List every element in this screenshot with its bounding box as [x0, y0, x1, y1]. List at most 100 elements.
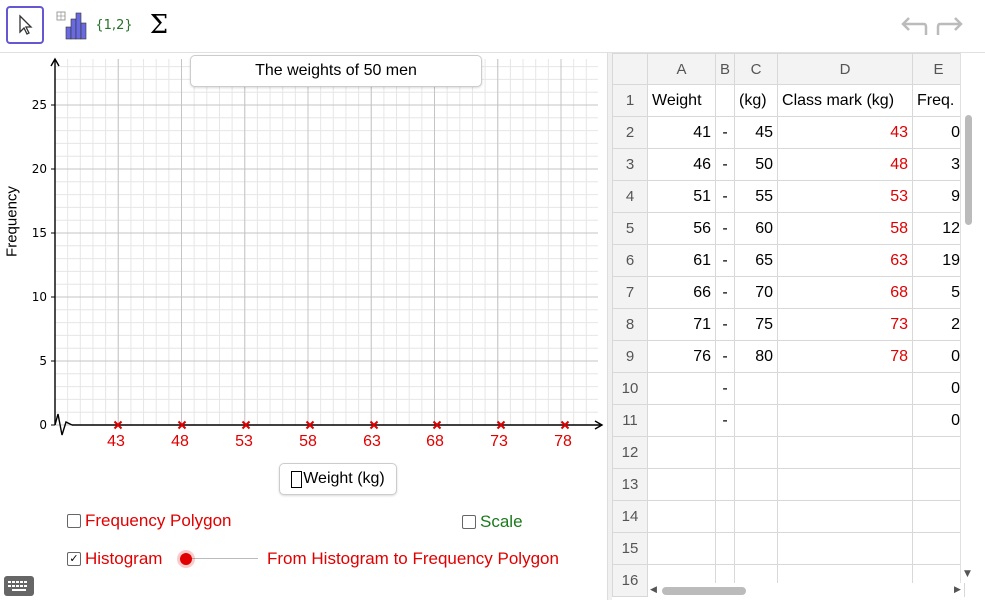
- cell-b-11[interactable]: -: [714, 404, 736, 437]
- cell-a-5[interactable]: 56: [647, 212, 716, 245]
- cell-c-12[interactable]: [734, 436, 779, 469]
- row-header[interactable]: 6: [612, 244, 648, 277]
- row-header[interactable]: 4: [612, 180, 648, 213]
- cell-d-2[interactable]: 43: [777, 116, 914, 149]
- column-header-b[interactable]: B: [714, 53, 736, 85]
- cell-e-7[interactable]: 5: [912, 276, 966, 309]
- class-mark-point[interactable]: [496, 420, 506, 430]
- cell-d-6[interactable]: 63: [777, 244, 914, 277]
- cell-b-3[interactable]: -: [714, 148, 736, 181]
- class-mark-point[interactable]: [113, 420, 123, 430]
- list-tool-button[interactable]: {1,2}: [95, 6, 133, 44]
- cell-c-6[interactable]: 65: [734, 244, 779, 277]
- cell-c-5[interactable]: 60: [734, 212, 779, 245]
- class-mark-point[interactable]: [177, 420, 187, 430]
- cell-b-6[interactable]: -: [714, 244, 736, 277]
- cell-e-13[interactable]: [912, 468, 966, 501]
- cell-b-9[interactable]: -: [714, 340, 736, 373]
- horizontal-scroll-thumb[interactable]: [662, 587, 746, 595]
- row-header[interactable]: 2: [612, 116, 648, 149]
- cell-d-11[interactable]: [777, 404, 914, 437]
- cell-b-13[interactable]: [714, 468, 736, 501]
- keyboard-button[interactable]: [4, 576, 34, 596]
- row-header[interactable]: 15: [612, 532, 648, 565]
- cell-d-7[interactable]: 68: [777, 276, 914, 309]
- cell-b-5[interactable]: -: [714, 212, 736, 245]
- cell-a-9[interactable]: 76: [647, 340, 716, 373]
- scale-checkbox[interactable]: Scale: [462, 512, 523, 532]
- row-header[interactable]: 9: [612, 340, 648, 373]
- frequency-polygon-checkbox[interactable]: Frequency Polygon: [67, 511, 231, 531]
- scroll-down-arrow-icon[interactable]: ▼: [964, 569, 971, 579]
- graph-canvas[interactable]: 0 5 10 15 20 25 43 48 53 58 63 68 73 78: [0, 53, 607, 600]
- cell-a-7[interactable]: 66: [647, 276, 716, 309]
- cell-e-6[interactable]: 19: [912, 244, 966, 277]
- cell-a-12[interactable]: [647, 436, 716, 469]
- row-header[interactable]: 8: [612, 308, 648, 341]
- horizontal-scrollbar[interactable]: ◀ ▶: [648, 583, 964, 597]
- cell-e-10[interactable]: 0: [912, 372, 966, 405]
- chart-title[interactable]: The weights of 50 men: [190, 55, 482, 87]
- checkbox-box[interactable]: [462, 515, 476, 529]
- graphics-view[interactable]: 0 5 10 15 20 25 43 48 53 58 63 68 73 78 The weights o…: [0, 53, 607, 600]
- x-axis-label[interactable]: Weight (kg): [279, 463, 397, 495]
- cell-c-4[interactable]: 55: [734, 180, 779, 213]
- column-header-e[interactable]: E: [912, 53, 966, 85]
- row-header[interactable]: 5: [612, 212, 648, 245]
- cell-e-5[interactable]: 12: [912, 212, 966, 245]
- cell-e-8[interactable]: 2: [912, 308, 966, 341]
- cell-c-3[interactable]: 50: [734, 148, 779, 181]
- cell-a-4[interactable]: 51: [647, 180, 716, 213]
- move-tool-button[interactable]: [6, 6, 44, 44]
- class-mark-point[interactable]: [305, 420, 315, 430]
- cell-b-1[interactable]: [714, 84, 736, 117]
- cell-c-15[interactable]: [734, 532, 779, 565]
- cell-a-2[interactable]: 41: [647, 116, 716, 149]
- cell-b-15[interactable]: [714, 532, 736, 565]
- cell-d-3[interactable]: 48: [777, 148, 914, 181]
- cell-a-3[interactable]: 46: [647, 148, 716, 181]
- corner-cell[interactable]: [612, 53, 648, 85]
- cell-a-13[interactable]: [647, 468, 716, 501]
- cell-c-10[interactable]: [734, 372, 779, 405]
- redo-button[interactable]: [936, 12, 966, 40]
- cell-c-11[interactable]: [734, 404, 779, 437]
- sum-tool-button[interactable]: Σ: [140, 6, 178, 44]
- cell-a-14[interactable]: [647, 500, 716, 533]
- row-header[interactable]: 16: [612, 564, 648, 597]
- row-header[interactable]: 7: [612, 276, 648, 309]
- slider-knob[interactable]: [180, 553, 192, 565]
- cell-a-1[interactable]: Weight: [647, 84, 716, 117]
- cell-c-7[interactable]: 70: [734, 276, 779, 309]
- cell-e-11[interactable]: 0: [912, 404, 966, 437]
- pane-divider[interactable]: [607, 53, 612, 600]
- cell-c-14[interactable]: [734, 500, 779, 533]
- cell-e-12[interactable]: [912, 436, 966, 469]
- cell-b-2[interactable]: -: [714, 116, 736, 149]
- class-mark-point[interactable]: [560, 420, 570, 430]
- checkbox-box-checked[interactable]: ✓: [67, 552, 81, 566]
- scroll-left-arrow-icon[interactable]: ◀: [650, 585, 657, 595]
- cell-e-2[interactable]: 0: [912, 116, 966, 149]
- spreadsheet-table[interactable]: A B C D E 1 Weight (kg) Class mark (kg) Freq. 2 41-…: [612, 53, 966, 597]
- cell-a-11[interactable]: [647, 404, 716, 437]
- class-mark-point[interactable]: [432, 420, 442, 430]
- row-header[interactable]: 1: [612, 84, 648, 117]
- cell-e-1[interactable]: Freq.: [912, 84, 966, 117]
- cell-a-10[interactable]: [647, 372, 716, 405]
- cell-d-12[interactable]: [777, 436, 914, 469]
- cell-b-10[interactable]: -: [714, 372, 736, 405]
- cell-a-8[interactable]: 71: [647, 308, 716, 341]
- row-header[interactable]: 12: [612, 436, 648, 469]
- cell-c-1[interactable]: (kg): [734, 84, 779, 117]
- column-header-c[interactable]: C: [734, 53, 779, 85]
- class-mark-point[interactable]: [369, 420, 379, 430]
- cell-d-9[interactable]: 78: [777, 340, 914, 373]
- column-header-a[interactable]: A: [647, 53, 716, 85]
- undo-button[interactable]: [898, 12, 928, 40]
- checkbox-box[interactable]: [67, 514, 81, 528]
- cell-b-4[interactable]: -: [714, 180, 736, 213]
- cell-c-2[interactable]: 45: [734, 116, 779, 149]
- histogram-checkbox[interactable]: ✓ Histogram: [67, 549, 162, 569]
- vertical-scrollbar[interactable]: ▼: [960, 53, 975, 583]
